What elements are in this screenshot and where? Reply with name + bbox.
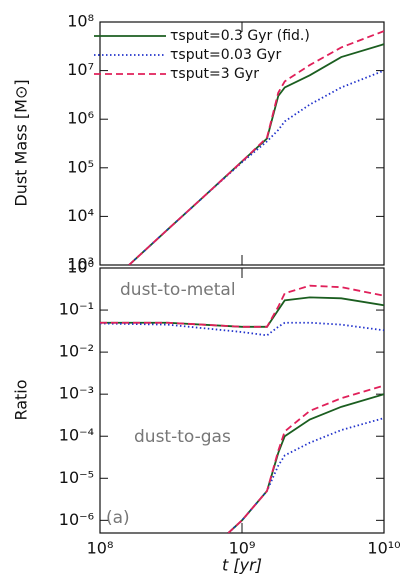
data-line [128, 30, 384, 265]
data-line [100, 321, 384, 337]
x-tick-label: 10⁹ [229, 539, 256, 558]
y-tick-label: 10⁸ [67, 12, 94, 31]
y-tick-label: 10⁻¹ [59, 300, 94, 319]
plot-area [100, 284, 384, 533]
y-tick-label: 10⁻⁶ [59, 510, 94, 529]
y-tick-label: 10⁻⁵ [59, 468, 94, 487]
data-line [100, 296, 384, 328]
x-tick-label: 10⁸ [87, 539, 114, 558]
y-tick-label: 10⁷ [67, 60, 94, 79]
data-line [227, 384, 384, 533]
y-tick-label: 10⁻³ [59, 384, 94, 403]
annotation: dust-to-gas [134, 427, 231, 447]
y-tick-label: 10⁴ [67, 206, 94, 225]
x-tick-label: 10¹⁰ [367, 539, 400, 558]
y-tick-label: 10⁶ [67, 109, 94, 128]
y-tick-label: 10⁻² [59, 342, 94, 361]
y-tick-label: 10⁰ [67, 258, 94, 277]
y-tick-label: 10⁻⁴ [59, 426, 94, 445]
y-tick-label: 10³ [67, 255, 94, 274]
annotation: dust-to-metal [120, 280, 236, 300]
y-axis-label: Dust Mass [M⊙] [12, 79, 31, 206]
legend-label: τsput=3 Gyr [170, 66, 259, 82]
annotation: (a) [106, 508, 130, 528]
data-line [227, 417, 384, 533]
data-line [128, 69, 384, 265]
x-axis-label: t [yr] [222, 556, 262, 575]
data-line [128, 43, 384, 265]
legend-label: τsput=0.3 Gyr (fid.) [170, 28, 310, 44]
y-tick-label: 10⁵ [67, 157, 94, 176]
data-line [100, 284, 384, 328]
plot-frame [99, 267, 385, 534]
y-axis-label: Ratio [12, 379, 31, 420]
legend-label: τsput=0.03 Gyr [170, 47, 281, 63]
plot-area [128, 30, 384, 265]
